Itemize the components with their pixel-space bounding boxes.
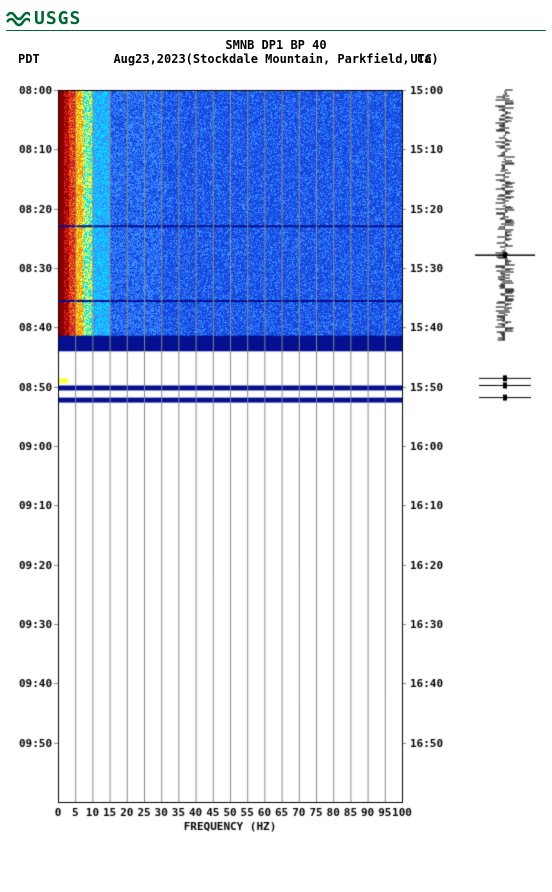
spectrogram-canvas [0,0,552,892]
